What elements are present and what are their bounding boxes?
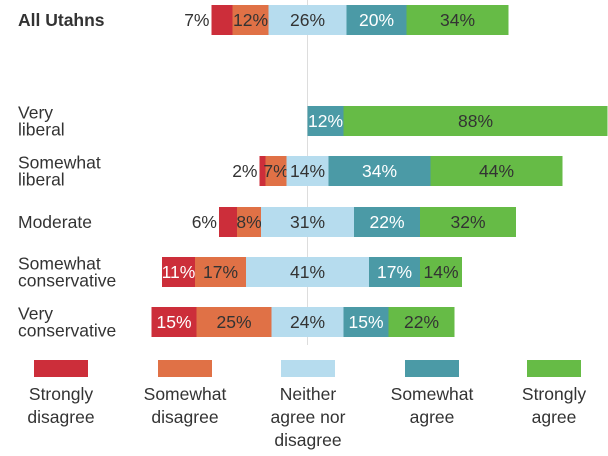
data-label-somewhat-conservative-neither-agree-nor-disagree: 41% — [290, 262, 325, 282]
bar-very-liberal-strongly-agree — [343, 106, 608, 136]
bar-somewhat-conservative-somewhat-agree — [369, 257, 420, 287]
bar-very-conservative-strongly-agree — [388, 307, 455, 337]
bar-moderate-neither-agree-nor-disagree — [261, 207, 354, 237]
data-label-moderate-somewhat-disagree: 8% — [236, 212, 261, 232]
data-label-all-utahns-somewhat-disagree: 12% — [233, 10, 268, 30]
bar-all-utahns-neither-agree-nor-disagree — [268, 5, 347, 35]
diverging-stacked-bar-chart: All Utahns 7% 12% 26% 20% 34% Very liberal 12% 88… — [18, 0, 608, 345]
data-label-very-conservative-somewhat-agree: 15% — [348, 312, 383, 332]
bar-all-utahns-strongly-disagree — [211, 5, 233, 35]
data-label-all-utahns-strongly-disagree: 7% — [184, 10, 209, 30]
bar-moderate-strongly-agree — [420, 207, 516, 237]
bar-somewhat-liberal-strongly-agree — [430, 156, 563, 186]
legend-item-strongly-agree: Strongly agree — [494, 360, 608, 429]
category-label-somewhat-liberal: Somewhat liberal — [18, 153, 101, 190]
data-label-moderate-strongly-agree: 32% — [450, 212, 485, 232]
legend-label-somewhat-agree: Somewhat agree — [390, 384, 474, 427]
data-label-somewhat-liberal-somewhat-agree: 34% — [362, 161, 397, 181]
data-label-very-liberal-somewhat-agree: 12% — [308, 111, 343, 131]
data-label-all-utahns-somewhat-agree: 20% — [359, 10, 394, 30]
bar-somewhat-conservative-neither-agree-nor-disagree — [246, 257, 369, 287]
data-label-somewhat-liberal-strongly-disagree: 2% — [232, 161, 257, 181]
data-label-all-utahns-neither-agree-nor-disagree: 26% — [290, 10, 325, 30]
category-label-very-conservative: Very conservative — [18, 304, 116, 341]
legend-swatch-strongly-agree — [527, 360, 581, 377]
legend-label-somewhat-disagree: Somewhat disagree — [143, 384, 227, 427]
bar-all-utahns-somewhat-disagree — [232, 5, 269, 35]
data-label-moderate-neither-agree-nor-disagree: 31% — [290, 212, 325, 232]
data-label-somewhat-liberal-somewhat-disagree: 7% — [263, 161, 288, 181]
legend-item-somewhat-agree: Somewhat agree — [372, 360, 492, 429]
legend-label-strongly-agree: Strongly agree — [521, 384, 587, 427]
legend: Strongly disagree Somewhat disagree Neithe… — [0, 360, 608, 456]
category-label-very-liberal: Very liberal — [18, 103, 65, 140]
data-label-very-conservative-neither-agree-nor-disagree: 24% — [290, 312, 325, 332]
data-label-moderate-strongly-disagree: 6% — [192, 212, 217, 232]
legend-item-somewhat-disagree: Somewhat disagree — [125, 360, 245, 429]
legend-swatch-neither-agree-nor-disagree — [281, 360, 335, 377]
bar-somewhat-conservative-somewhat-disagree — [195, 257, 246, 287]
bar-very-conservative-somewhat-disagree — [196, 307, 272, 337]
legend-label-neither-agree-nor-disagree: Neither agree nor disagree — [270, 384, 346, 450]
data-label-somewhat-conservative-strongly-disagree: 11% — [162, 262, 196, 282]
category-label-somewhat-conservative: Somewhat conservative — [18, 254, 116, 291]
bar-all-utahns-somewhat-agree — [346, 5, 407, 35]
data-label-moderate-somewhat-agree: 22% — [369, 212, 404, 232]
bar-moderate-strongly-disagree — [219, 207, 237, 237]
data-label-all-utahns-strongly-agree: 34% — [440, 10, 475, 30]
data-label-very-conservative-strongly-agree: 22% — [404, 312, 439, 332]
bar-moderate-somewhat-agree — [354, 207, 420, 237]
bar-very-conservative-somewhat-agree — [343, 307, 389, 337]
bar-somewhat-liberal-neither-agree-nor-disagree — [286, 156, 329, 186]
legend-item-strongly-disagree: Strongly disagree — [1, 360, 121, 429]
legend-label-strongly-disagree: Strongly disagree — [27, 384, 95, 427]
data-label-very-conservative-somewhat-disagree: 25% — [216, 312, 251, 332]
bar-all-utahns-strongly-agree — [406, 5, 509, 35]
bar-somewhat-liberal-somewhat-agree — [328, 156, 431, 186]
category-label-moderate: Moderate — [18, 212, 92, 232]
legend-swatch-somewhat-agree — [405, 360, 459, 377]
data-label-very-conservative-strongly-disagree: 15% — [156, 312, 191, 332]
bar-very-conservative-strongly-disagree — [151, 307, 197, 337]
legend-item-neither-agree-nor-disagree: Neither agree nor disagree — [248, 360, 368, 452]
bar-somewhat-liberal-somewhat-disagree — [265, 156, 287, 186]
bar-very-conservative-neither-agree-nor-disagree — [271, 307, 344, 337]
bar-somewhat-conservative-strongly-disagree — [162, 257, 195, 287]
category-label-all-utahns: All Utahns — [18, 10, 105, 30]
legend-swatch-somewhat-disagree — [158, 360, 212, 377]
data-label-very-liberal-strongly-agree: 88% — [458, 111, 493, 131]
data-label-somewhat-liberal-neither-agree-nor-disagree: 14% — [290, 161, 325, 181]
bar-very-liberal-somewhat-agree — [307, 106, 344, 136]
bar-somewhat-conservative-strongly-agree — [420, 257, 462, 287]
data-label-somewhat-conservative-strongly-agree: 14% — [423, 262, 458, 282]
legend-swatch-strongly-disagree — [34, 360, 88, 377]
data-label-somewhat-conservative-somewhat-disagree: 17% — [203, 262, 238, 282]
data-label-somewhat-liberal-strongly-agree: 44% — [479, 161, 514, 181]
data-label-somewhat-conservative-somewhat-agree: 17% — [377, 262, 412, 282]
bar-moderate-somewhat-disagree — [237, 207, 261, 237]
bar-somewhat-liberal-strongly-disagree — [259, 156, 266, 186]
